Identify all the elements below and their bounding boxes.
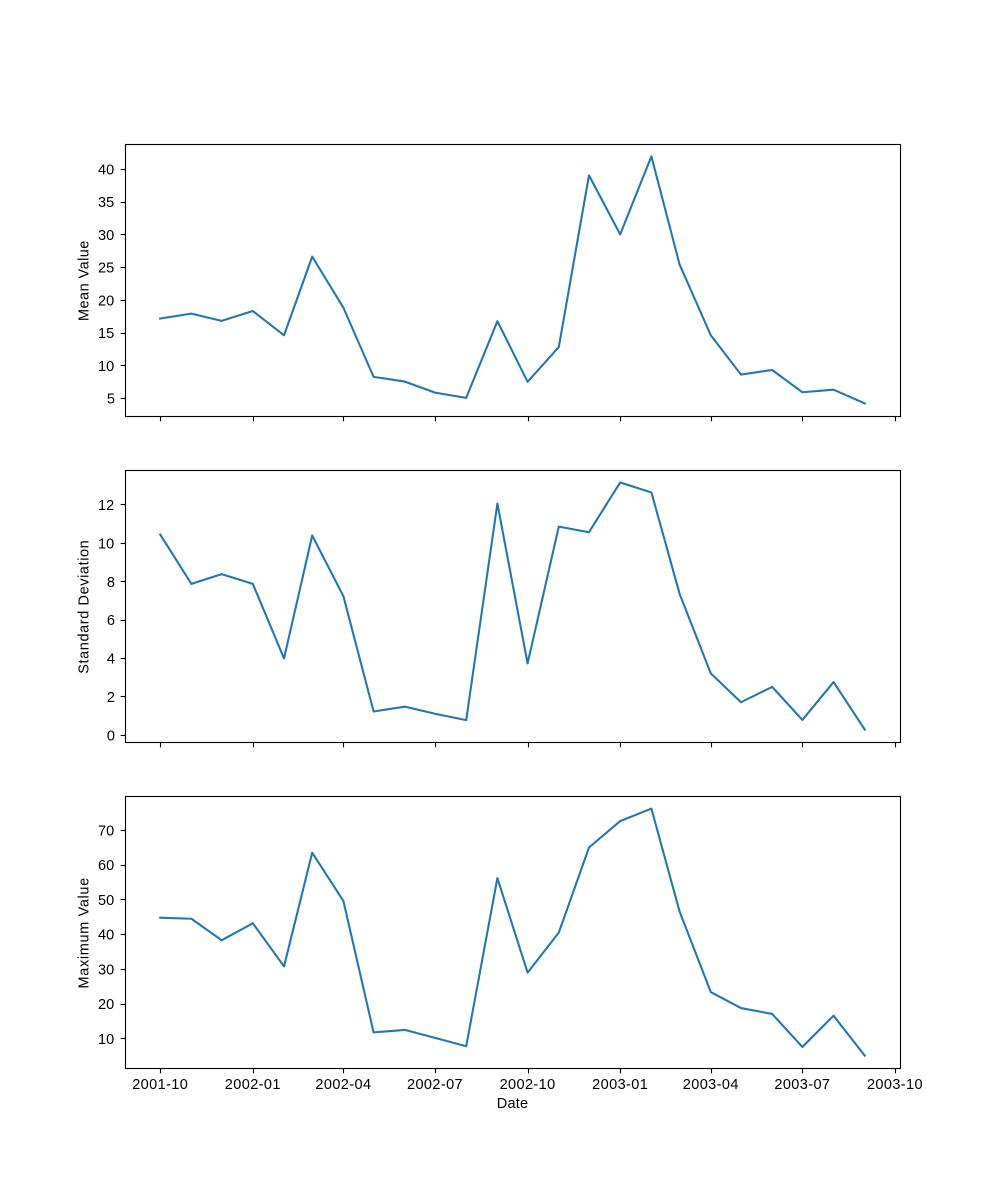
svg-text:2003-01: 2003-01 — [592, 1077, 648, 1093]
svg-text:Maximum Value: Maximum Value — [76, 877, 92, 988]
svg-text:2: 2 — [107, 690, 115, 706]
svg-text:15: 15 — [98, 326, 114, 342]
svg-text:60: 60 — [98, 858, 114, 874]
svg-text:10: 10 — [98, 359, 114, 375]
svg-text:10: 10 — [98, 536, 114, 552]
svg-text:2003-07: 2003-07 — [774, 1077, 830, 1093]
svg-text:6: 6 — [107, 613, 115, 629]
svg-text:10: 10 — [98, 1032, 114, 1048]
svg-text:40: 40 — [98, 928, 114, 944]
svg-text:2002-04: 2002-04 — [315, 1077, 371, 1093]
svg-text:Date: Date — [497, 1096, 528, 1112]
svg-text:12: 12 — [98, 498, 114, 514]
svg-text:35: 35 — [98, 195, 114, 211]
svg-text:20: 20 — [98, 997, 114, 1013]
svg-text:Standard Deviation: Standard Deviation — [76, 540, 92, 674]
svg-text:0: 0 — [107, 728, 115, 744]
svg-text:2002-10: 2002-10 — [500, 1077, 556, 1093]
svg-text:8: 8 — [107, 575, 115, 591]
svg-text:2001-10: 2001-10 — [132, 1077, 188, 1093]
svg-text:4: 4 — [107, 652, 115, 668]
svg-text:40: 40 — [98, 162, 114, 178]
svg-text:2003-10: 2003-10 — [867, 1077, 923, 1093]
svg-text:30: 30 — [98, 228, 114, 244]
svg-text:30: 30 — [98, 962, 114, 978]
svg-text:5: 5 — [107, 392, 115, 408]
svg-text:25: 25 — [98, 261, 114, 277]
svg-text:50: 50 — [98, 893, 114, 909]
svg-text:70: 70 — [98, 823, 114, 839]
svg-text:2003-04: 2003-04 — [683, 1077, 739, 1093]
svg-text:Mean Value: Mean Value — [76, 240, 92, 321]
svg-text:2002-07: 2002-07 — [407, 1077, 463, 1093]
svg-text:2002-01: 2002-01 — [225, 1077, 281, 1093]
svg-text:20: 20 — [98, 293, 114, 309]
